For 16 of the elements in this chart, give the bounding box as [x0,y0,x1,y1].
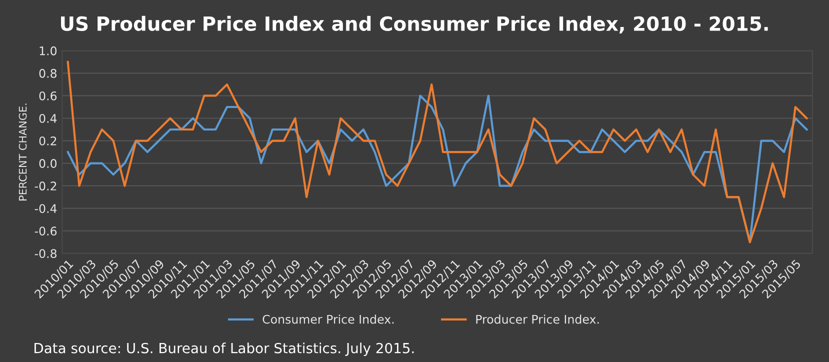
y-tick-label: 0.8 [39,68,57,78]
y-tick-label: 0.6 [39,91,57,100]
line-series [66,60,808,244]
source-note: Data source: U.S. Bureau of Labor Statistics. July 2015. [34,342,414,356]
y-tick-label: 0.2 [39,136,56,146]
y-tick-label: -0.4 [34,204,57,214]
y-tick-label: -0.8 [34,249,57,258]
y-tick-label: 0.0 [39,159,57,168]
y-tick-label: 0.4 [39,114,57,123]
y-axis-title: PERCENT CHANGE. [18,104,27,200]
y-tick-label: 1.0 [40,46,57,56]
legend-label: Consumer Price Index. [262,314,394,324]
chart-title: US Producer Price Index and Consumer Price Index, 2010 - 2015. [61,16,768,34]
y-tick-label: -0.2 [34,182,56,190]
y-tick-label: -0.6 [34,226,57,236]
legend-label: Producer Price Index. [476,314,599,324]
